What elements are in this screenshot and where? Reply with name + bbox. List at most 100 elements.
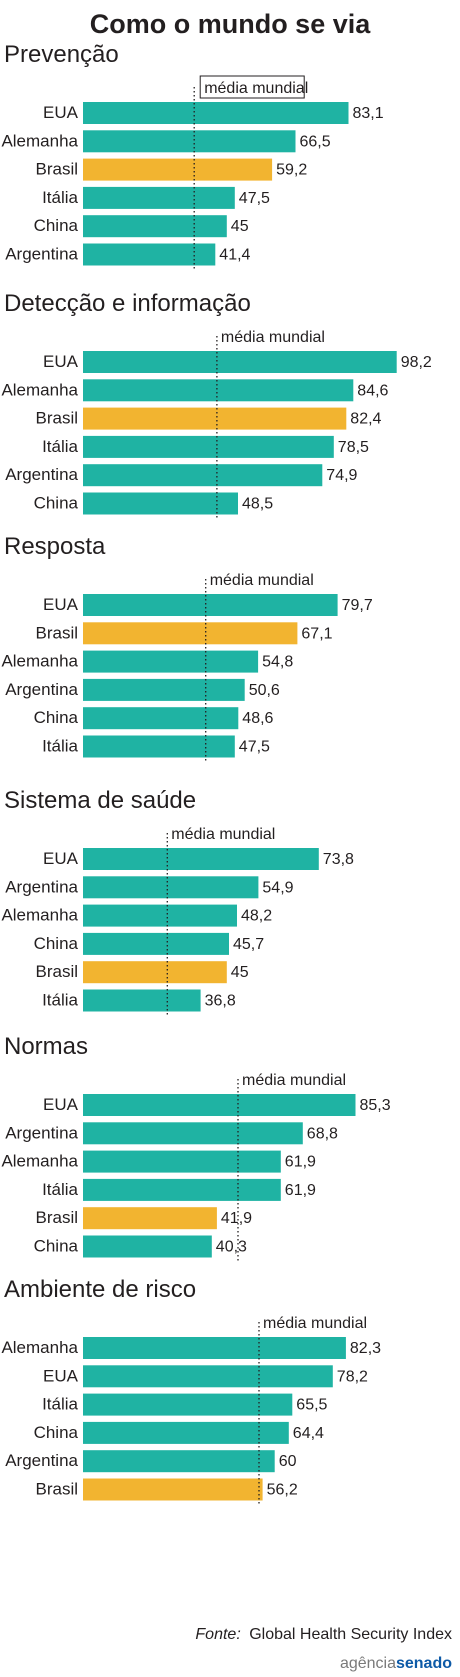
bar-row-brasil: Brasil 56,2 <box>35 1478 298 1501</box>
section-title: Normas <box>4 1033 88 1060</box>
bar-alemanha <box>83 904 237 927</box>
bar-alemanha <box>83 1150 281 1173</box>
bar-china <box>83 1421 289 1444</box>
brand-logo-part1: agência <box>340 1655 396 1672</box>
category-label: China <box>34 216 79 235</box>
bar-row-china: China 64,4 <box>34 1421 324 1444</box>
bar-row-italia: Itália 47,5 <box>42 186 270 209</box>
category-label: Alemanha <box>1 652 78 671</box>
bar-eua <box>83 351 397 373</box>
bar-italia <box>83 435 334 458</box>
value-label: 85,3 <box>360 1097 391 1114</box>
category-label: Itália <box>42 991 78 1010</box>
category-label: Itália <box>42 188 78 207</box>
bar-row-italia: Itália 65,5 <box>42 1393 328 1416</box>
value-label: 84,6 <box>357 382 388 399</box>
bar-eua <box>83 594 338 616</box>
bar-row-china: China 48,5 <box>34 492 273 515</box>
bar-china <box>83 215 227 238</box>
section-title: Resposta <box>4 533 106 560</box>
world-average-label: média mundial <box>263 1315 367 1332</box>
value-label: 67,1 <box>301 625 332 642</box>
value-label: 79,7 <box>342 597 373 614</box>
bar-row-argentina: Argentina 68,8 <box>5 1122 338 1145</box>
bar-italia <box>83 186 235 209</box>
category-label: Itália <box>42 1395 78 1414</box>
world-average-box <box>199 75 305 99</box>
bar-row-argentina: Argentina 50,6 <box>5 678 280 701</box>
bar-row-china: China 45,7 <box>34 932 264 955</box>
bar-row-china: China 45 <box>34 215 249 238</box>
value-label: 98,2 <box>401 354 432 371</box>
bar-eua <box>83 1365 333 1388</box>
bar-brasil <box>83 158 273 181</box>
bar-italia <box>83 1393 293 1416</box>
bar-brasil <box>83 407 347 430</box>
value-label: 45,7 <box>233 936 264 953</box>
value-label: 59,2 <box>276 162 307 179</box>
category-label: EUA <box>43 1366 79 1385</box>
bar-italia <box>83 989 201 1012</box>
value-label: 74,9 <box>326 467 357 484</box>
category-label: Brasil <box>35 962 78 981</box>
section-title: Sistema de saúde <box>4 787 196 814</box>
category-label: Argentina <box>5 1451 78 1470</box>
bar-row-italia: Itália 61,9 <box>42 1178 316 1201</box>
value-label: 82,3 <box>350 1340 381 1357</box>
main-title: Como o mundo se via <box>90 9 372 39</box>
bar-italia <box>83 735 235 758</box>
value-label: 61,9 <box>285 1182 316 1199</box>
category-label: Argentina <box>5 245 78 264</box>
value-label: 47,5 <box>239 739 270 756</box>
value-label: 78,2 <box>337 1368 368 1385</box>
source-note: Fonte: Global Health Security Index <box>195 1626 452 1643</box>
section-title: Detecção e informação <box>4 290 251 317</box>
bar-row-alemanha: Alemanha 66,5 <box>1 130 331 153</box>
bar-row-eua: EUA 79,7 <box>43 594 373 616</box>
world-average-label: média mundial <box>242 1072 346 1089</box>
section-title: Prevenção <box>4 41 119 68</box>
value-label: 45 <box>231 964 249 981</box>
category-label: Alemanha <box>1 1338 78 1357</box>
category-label: EUA <box>43 849 79 868</box>
bar-china <box>83 707 239 730</box>
category-label: Alemanha <box>1 131 78 150</box>
bar-brasil <box>83 1207 217 1230</box>
value-label: 40,3 <box>216 1239 247 1256</box>
world-average-label: média mundial <box>210 572 314 589</box>
bar-alemanha <box>83 379 354 402</box>
bar-row-china: China 48,6 <box>34 707 274 730</box>
value-label: 54,9 <box>262 879 293 896</box>
bar-row-eua: EUA 73,8 <box>43 848 354 870</box>
value-label: 47,5 <box>239 190 270 207</box>
category-label: Alemanha <box>1 1152 78 1171</box>
bar-argentina <box>83 1450 275 1473</box>
value-label: 41,4 <box>219 247 250 264</box>
bar-row-italia: Itália 36,8 <box>42 989 236 1012</box>
bar-brasil <box>83 961 227 984</box>
bar-brasil <box>83 1478 263 1501</box>
bar-alemanha <box>83 130 296 153</box>
bar-row-eua: EUA 78,2 <box>43 1365 368 1388</box>
section-title: Ambiente de risco <box>4 1276 196 1303</box>
bar-row-alemanha: Alemanha 61,9 <box>1 1150 316 1173</box>
value-label: 50,6 <box>249 682 280 699</box>
bar-row-argentina: Argentina 74,9 <box>5 464 358 487</box>
bar-row-argentina: Argentina 60 <box>5 1450 297 1473</box>
bar-row-china: China 40,3 <box>34 1235 247 1258</box>
bar-row-brasil: Brasil 45 <box>35 961 249 984</box>
category-label: Alemanha <box>1 380 78 399</box>
category-label: Alemanha <box>1 906 78 925</box>
bar-alemanha <box>83 650 259 673</box>
bar-china <box>83 492 238 515</box>
bar-row-alemanha: Alemanha 84,6 <box>1 379 389 402</box>
category-label: Argentina <box>5 465 78 484</box>
category-label: China <box>34 494 79 513</box>
category-label: EUA <box>43 595 79 614</box>
value-label: 36,8 <box>205 993 236 1010</box>
category-label: Brasil <box>35 1480 78 1499</box>
bar-row-italia: Itália 78,5 <box>42 435 369 458</box>
bar-italia <box>83 1178 281 1201</box>
value-label: 56,2 <box>267 1482 298 1499</box>
